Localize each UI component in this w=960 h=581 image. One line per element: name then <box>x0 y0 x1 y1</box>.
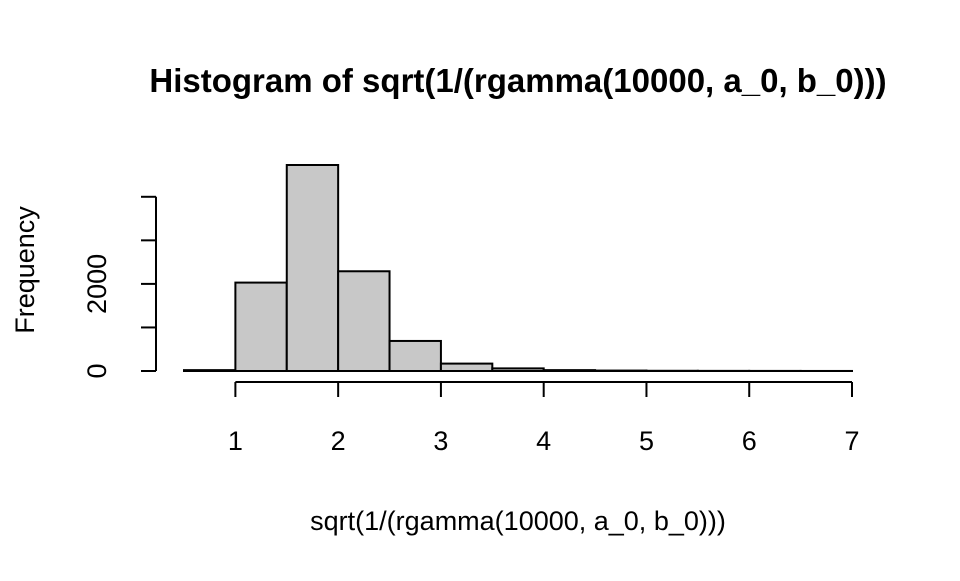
x-tick-label: 6 <box>742 426 757 456</box>
x-tick-label: 5 <box>639 426 654 456</box>
y-tick-label: 0 <box>82 363 112 378</box>
histogram-bar <box>492 368 543 371</box>
chart-title: Histogram of sqrt(1/(rgamma(10000, a_0, … <box>149 62 886 99</box>
histogram-bar <box>338 271 389 371</box>
x-axis: 1 2 3 4 5 6 7 <box>228 382 860 456</box>
histogram-bar <box>441 364 492 371</box>
histogram-bar <box>544 370 595 371</box>
histogram-bar <box>287 165 338 371</box>
y-axis-label: Frequency <box>10 206 40 334</box>
x-tick-label: 3 <box>433 426 448 456</box>
y-tick-label: 2000 <box>82 254 112 314</box>
histogram-bar <box>235 283 286 371</box>
x-tick-label: 1 <box>228 426 243 456</box>
x-tick-label: 4 <box>536 426 551 456</box>
x-axis-label: sqrt(1/(rgamma(10000, a_0, b_0))) <box>310 506 726 536</box>
y-axis: 0 2000 <box>82 197 156 379</box>
histogram-bar <box>184 370 235 371</box>
x-tick-label: 2 <box>331 426 346 456</box>
bars-group <box>184 165 852 371</box>
x-tick-label: 7 <box>844 426 859 456</box>
histogram-bar <box>390 341 441 371</box>
